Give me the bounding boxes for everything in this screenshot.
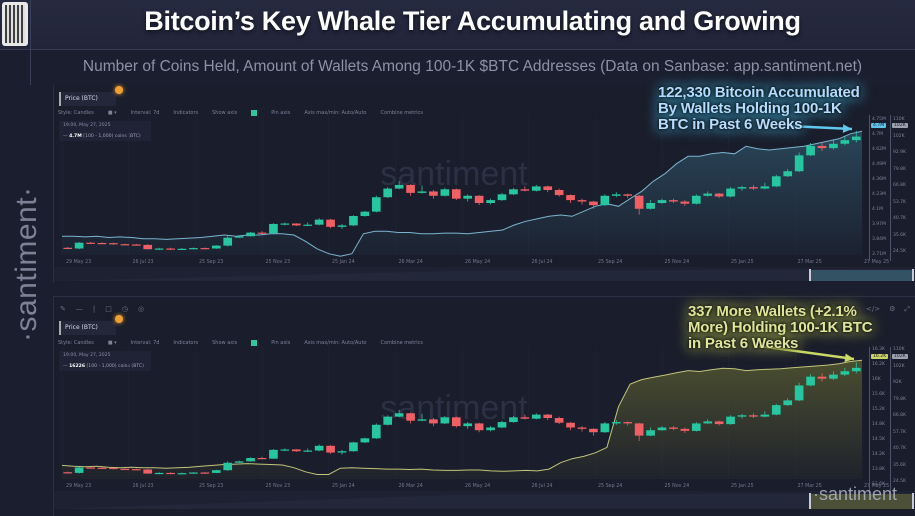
svg-text:26 Jul 24: 26 Jul 24 [532, 483, 553, 489]
status-dot-icon [114, 315, 123, 323]
show-axis-label: Show axis [212, 340, 238, 346]
chart-toolbar: Style: Candles ■ ▾ Interval: 7d Indicato… [58, 110, 423, 116]
page-title: Bitcoin’s Key Whale Tier Accumulating an… [144, 6, 801, 36]
style-dropdown[interactable]: Style: Candles [58, 110, 94, 116]
chart-panel-coins-held: Price (BTC) Style: Candles ■ ▾ Interval:… [53, 85, 915, 283]
y-axis-wallets: 16.3K 16.2K 16K 15.6K 15.2K 14.8K 14.5K 14.2K 13… [872, 347, 885, 487]
axis-maxmin-dropdown[interactable]: Axis max/min: Auto/Auto [304, 110, 367, 116]
fullscreen-icon[interactable]: ⤢ [904, 305, 910, 313]
divider [30, 0, 31, 85]
metric-chip-label: Price (BTC) [65, 324, 98, 331]
y-axis-coins: 4.75M 4.7M 4.62M 4.49M 4.36M 4.23M 4.1M 3.97M 3.… [872, 117, 886, 257]
svg-text:25 Nov 24: 25 Nov 24 [665, 259, 690, 265]
download-icon[interactable]: ⇩ [851, 305, 858, 313]
svg-text:26 May 24: 26 May 24 [465, 483, 490, 489]
svg-text:25 Sep 23: 25 Sep 23 [199, 483, 223, 489]
header-bar: Bitcoin’s Key Whale Tier Accumulating an… [0, 0, 915, 50]
svg-text:27 May 25: 27 May 25 [864, 259, 889, 265]
svg-text:26 Jul 23: 26 Jul 23 [133, 259, 154, 265]
current-value-tag: 4.7M [871, 123, 887, 128]
svg-text:26 May 24: 26 May 24 [465, 259, 490, 265]
svg-text:26 Jul 23: 26 Jul 23 [133, 483, 154, 489]
clock-icon[interactable]: ◷ [121, 305, 128, 313]
legend-date: 19:00, May 27, 2025 [63, 353, 111, 358]
svg-text:santiment: santiment [380, 155, 528, 193]
horizontal-line-icon[interactable]: — [75, 305, 83, 313]
svg-text:27 Mar 25: 27 Mar 25 [798, 259, 822, 265]
color-dropdown[interactable]: ■ ▾ [107, 340, 117, 346]
svg-text:25 Sep 24: 25 Sep 24 [598, 483, 622, 489]
metric-chip-price[interactable]: Price (BTC) [59, 86, 123, 106]
y-axis-price: 110K 102K 92K 79.8K 66.8K 57.7K 40.7K 35.6K 24.5… [893, 347, 906, 484]
santiment-footer-logo: ·santiment [813, 484, 898, 504]
svg-text:29 May 23: 29 May 23 [66, 483, 91, 489]
svg-text:27 Mar 25: 27 Mar 25 [798, 483, 822, 489]
page-subtitle: Number of Coins Held, Amount of Wallets … [82, 58, 863, 75]
current-price-tag: 102K [892, 354, 908, 359]
santiment-side-logo: ·santiment· [10, 186, 43, 342]
embed-icon[interactable]: </> [866, 305, 881, 313]
indicators-dropdown[interactable]: Indicators [173, 110, 199, 116]
axis-line-left [869, 347, 870, 493]
svg-text:26 Mar 24: 26 Mar 24 [399, 483, 423, 489]
svg-text:25 Nov 24: 25 Nov 24 [665, 483, 690, 489]
combine-metrics-button[interactable]: Combine metrics [380, 110, 423, 116]
interval-dropdown[interactable]: Interval: 7d [130, 110, 160, 116]
current-value-tag: 16.2K [871, 354, 889, 359]
qr-code-icon [2, 2, 28, 46]
metric-chip-price[interactable]: Price (BTC) [59, 315, 123, 335]
current-price-tag: 102K [892, 123, 908, 128]
legend-label: [100 - 1,000) coins (BTC) [83, 134, 141, 139]
chart-canvas[interactable]: santiment 29 May 23 26 Jul 23 25 Sep 23 25 N… [54, 85, 915, 283]
color-dropdown[interactable]: ■ ▾ [107, 110, 117, 116]
svg-text:25 Sep 24: 25 Sep 24 [598, 259, 622, 265]
drawing-tools: ✎ — | □ ◷ ◎ [60, 305, 144, 313]
legend-label: [100 - 1,000) coins (BTC) [86, 364, 144, 369]
chart-legend: 19:00, May 27, 2025 — 16226 [100 - 1,000… [59, 351, 151, 371]
svg-text:25 Jan 25: 25 Jan 25 [731, 483, 754, 489]
svg-text:27 May 25: 27 May 25 [864, 483, 889, 489]
note-icon[interactable]: □ [105, 305, 112, 313]
axis-line-right [890, 115, 891, 261]
legend-value: 4.7M [69, 134, 82, 139]
combine-metrics-button[interactable]: Combine metrics [380, 340, 423, 346]
style-dropdown[interactable]: Style: Candles [58, 340, 94, 346]
svg-text:25 Jan 25: 25 Jan 25 [731, 259, 754, 265]
show-axis-checkbox[interactable] [251, 340, 258, 346]
legend-value: 16226 [69, 364, 86, 369]
chart-panel-wallets: ✎ — | □ ◷ ◎ ⇩ </> ⚙ ⤢ Price (BTC) Style:… [53, 296, 915, 516]
axis-line-left [869, 115, 870, 261]
svg-text:25 Nov 23: 25 Nov 23 [266, 259, 291, 265]
pen-icon[interactable]: ✎ [60, 305, 66, 313]
eye-icon[interactable]: ◎ [137, 305, 145, 313]
svg-text:25 Sep 23: 25 Sep 23 [199, 259, 223, 265]
axis-maxmin-dropdown[interactable]: Axis max/min: Auto/Auto [304, 340, 367, 346]
indicators-dropdown[interactable]: Indicators [173, 340, 199, 346]
svg-text:25 Jan 24: 25 Jan 24 [332, 483, 355, 489]
annotation-coins: 122,330 Bitcoin Accumulated By Wallets Ho… [658, 84, 860, 133]
axis-line-right [890, 347, 891, 493]
show-axis-checkbox[interactable] [251, 110, 258, 116]
chart-toolbar: Style: Candles ■ ▾ Interval: 7d Indicato… [58, 340, 423, 346]
status-dot-icon [114, 86, 123, 94]
svg-text:25 Jan 24: 25 Jan 24 [332, 259, 355, 265]
pin-axis-toggle[interactable]: Pin axis [271, 340, 291, 346]
interval-dropdown[interactable]: Interval: 7d [130, 340, 160, 346]
svg-text:26 Jul 24: 26 Jul 24 [532, 259, 553, 265]
settings-icon[interactable]: ⚙ [889, 305, 896, 313]
annotation-wallets: 337 More Wallets (+2.1% More) Holding 100… [688, 303, 873, 352]
y-axis-price: 110K 102K 92.9K 79.8K 66.8K 53.7K 40.7K 35.6K 24… [893, 117, 906, 254]
chart-actions: ⇩ </> ⚙ ⤢ [851, 305, 910, 314]
pin-axis-toggle[interactable]: Pin axis [271, 110, 291, 116]
svg-text:25 Nov 23: 25 Nov 23 [266, 483, 291, 489]
chart-legend: 19:00, May 27, 2025 — 4.7M [100 - 1,000)… [59, 121, 151, 141]
show-axis-label: Show axis [212, 110, 238, 116]
svg-text:29 May 23: 29 May 23 [66, 259, 91, 265]
metric-chip-label: Price (BTC) [65, 95, 98, 102]
vertical-line-icon[interactable]: | [92, 305, 96, 313]
svg-text:26 Mar 24: 26 Mar 24 [399, 259, 423, 265]
legend-date: 19:00, May 27, 2025 [63, 123, 111, 128]
